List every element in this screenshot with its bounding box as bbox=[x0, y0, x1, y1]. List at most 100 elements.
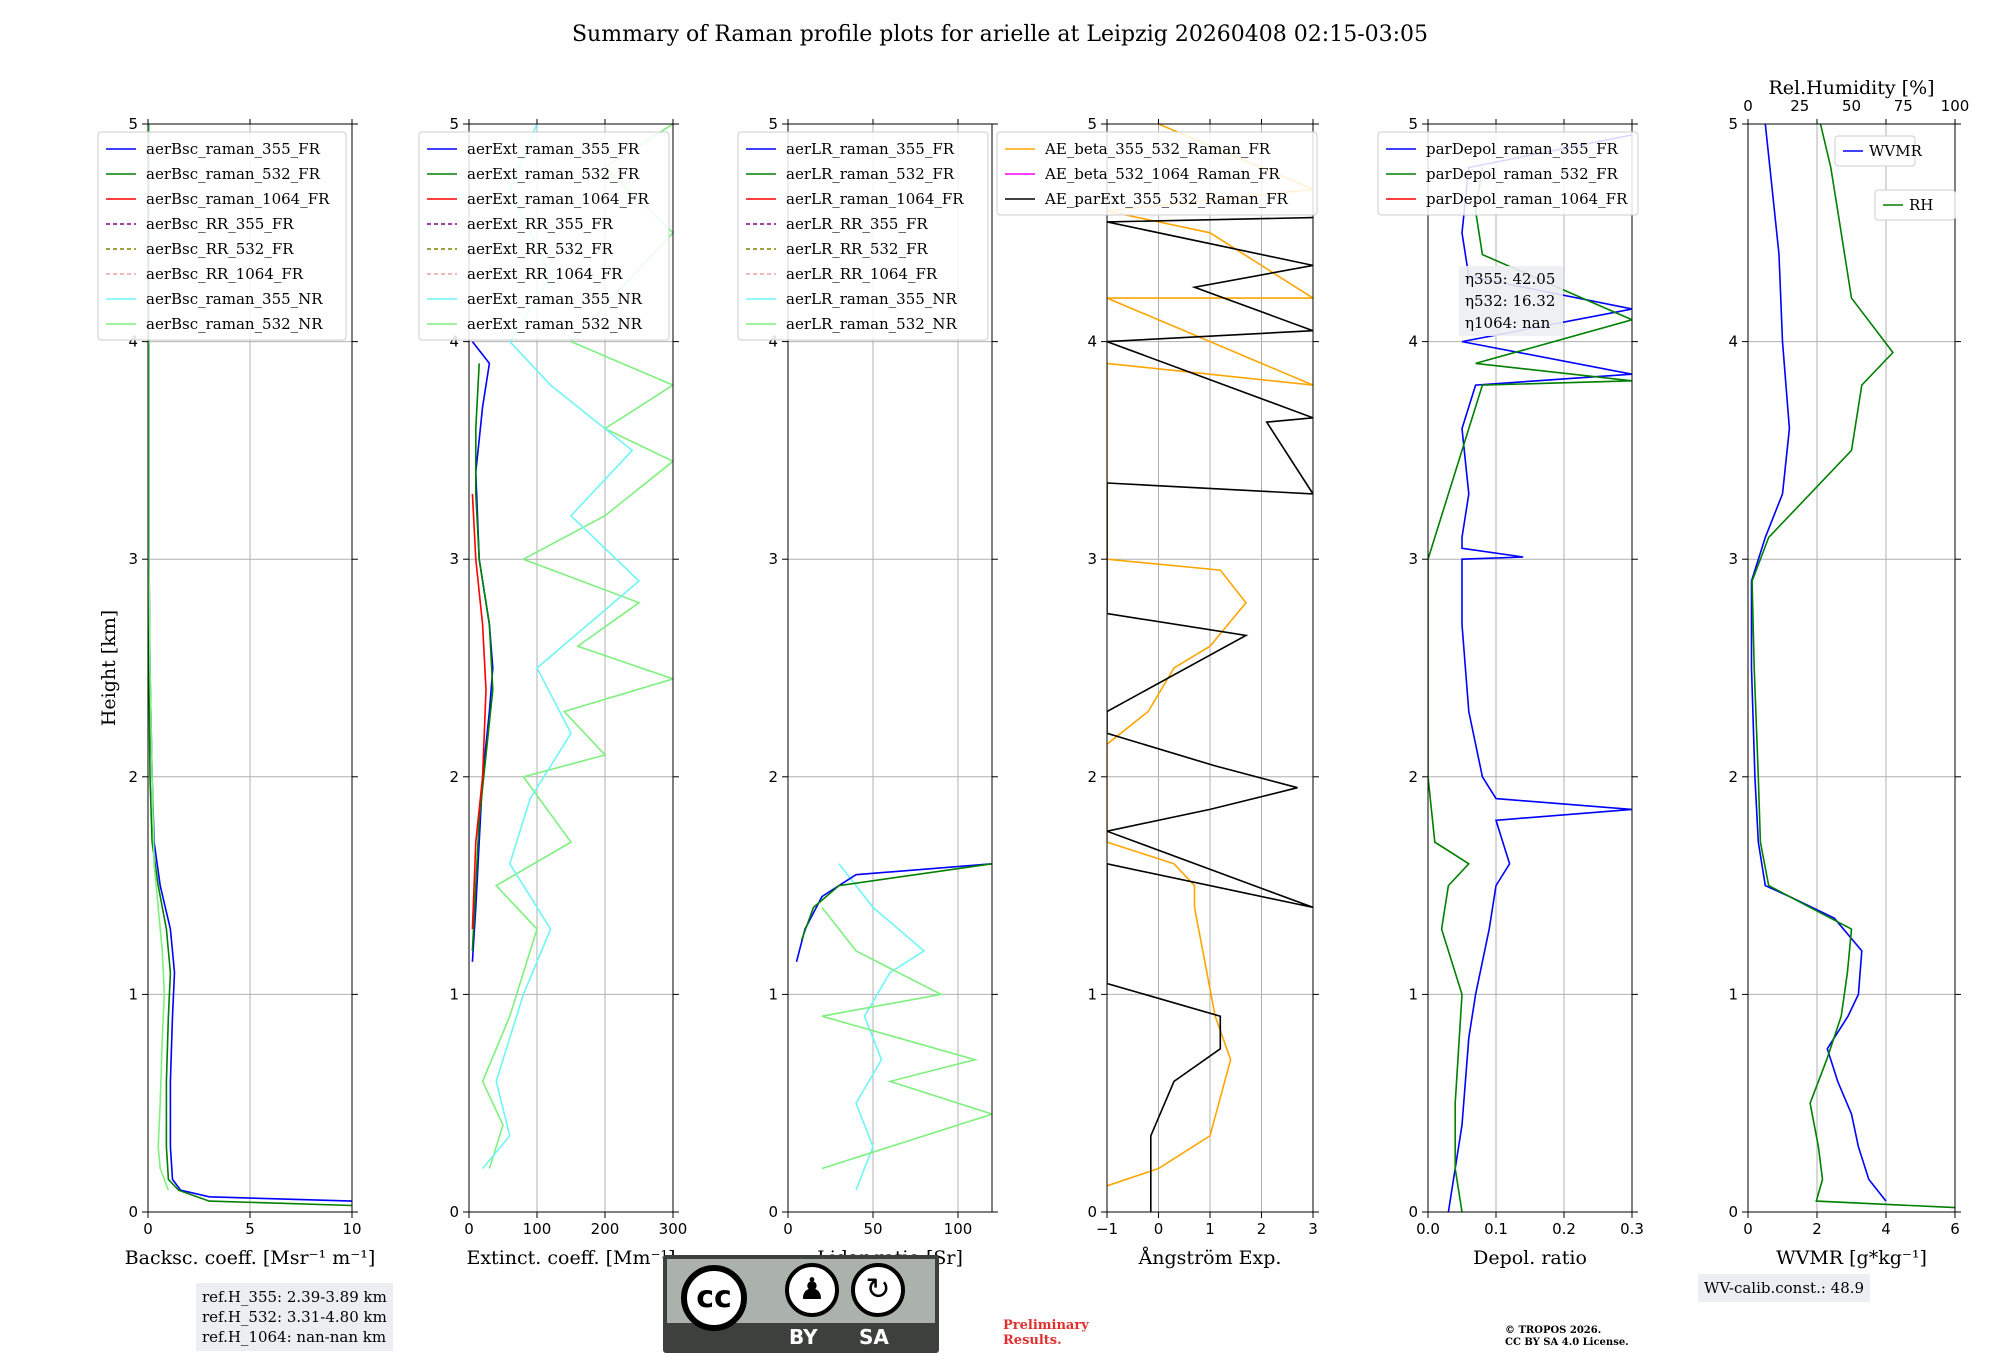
y-tick-label: 0 bbox=[449, 1203, 459, 1221]
legend-label-AE_beta_355_532_Raman_FR: AE_beta_355_532_Raman_FR bbox=[1044, 140, 1271, 158]
series-line-aerBsc_raman_532_NR bbox=[148, 124, 170, 1191]
x-tick-label: 0.1 bbox=[1484, 1220, 1508, 1238]
y-tick-label: 1 bbox=[1408, 985, 1418, 1003]
y-tick-label: 5 bbox=[128, 115, 138, 133]
y-tick-label: 5 bbox=[1728, 115, 1738, 133]
preliminary-line-2: Results. bbox=[1003, 1333, 1062, 1348]
chart-panel-2: 0 100 200 300 0 1 2 3 4 5 Extinct. coeff. [Mm⁻¹] ae… bbox=[418, 115, 688, 1269]
legend-box bbox=[996, 131, 1318, 216]
y-tick-label: 2 bbox=[1408, 768, 1418, 786]
legend-label-aerBsc_RR_1064_FR: aerBsc_RR_1064_FR bbox=[146, 265, 304, 283]
x-tick-label: 0 bbox=[1743, 1220, 1753, 1238]
cc-license-badge: cc ♟ ↻ BY SA bbox=[663, 1255, 939, 1353]
legend-label-aerExt_RR_1064_FR: aerExt_RR_1064_FR bbox=[467, 265, 623, 283]
chart-panel-6: 0 2 4 6 0 1 2 3 4 5 WVMR [g*kg⁻¹] 0 25 50 75 100 Rel.Hum… bbox=[1728, 77, 1969, 1269]
y-tick-label: 3 bbox=[1408, 550, 1418, 568]
x-tick-label: 10 bbox=[342, 1220, 361, 1238]
y-tick-label: 3 bbox=[768, 550, 778, 568]
legend-label-AE_parExt_355_532_Raman_FR: AE_parExt_355_532_Raman_FR bbox=[1044, 190, 1289, 208]
legend-label-aerLR_raman_1064_FR: aerLR_raman_1064_FR bbox=[786, 190, 964, 208]
legend-label-aerLR_RR_532_FR: aerLR_RR_532_FR bbox=[786, 240, 928, 258]
x-axis-label: Extinct. coeff. [Mm⁻¹] bbox=[466, 1247, 675, 1269]
x-tick-label: 4 bbox=[1881, 1220, 1891, 1238]
legend-box bbox=[737, 131, 989, 341]
legend-label-parDepol_raman_532_FR: parDepol_raman_532_FR bbox=[1426, 165, 1619, 183]
reference-height-box: ref.H_355: 2.39-3.89 km ref.H_532: 3.31-… bbox=[196, 1283, 393, 1351]
x-axis-label: Depol. ratio bbox=[1473, 1247, 1587, 1269]
x-tick-label: 200 bbox=[591, 1220, 620, 1238]
legend-label-aerExt_raman_532_FR: aerExt_raman_532_FR bbox=[467, 165, 640, 183]
x-tick-label: 100 bbox=[523, 1220, 552, 1238]
legend-label-WVMR: WVMR bbox=[1869, 142, 1923, 160]
y-tick-label: 4 bbox=[449, 333, 459, 351]
legend-label-aerExt_raman_532_NR: aerExt_raman_532_NR bbox=[467, 315, 643, 333]
legend-label-aerLR_raman_532_NR: aerLR_raman_532_NR bbox=[786, 315, 957, 333]
x-tick-label: 0 bbox=[783, 1220, 793, 1238]
axes-frame bbox=[787, 123, 993, 1213]
legend-label-aerExt_raman_1064_FR: aerExt_raman_1064_FR bbox=[467, 190, 649, 208]
chart-panel-1: 0 5 10 0 1 2 3 4 5 Backsc. coeff. [Msr⁻¹ m⁻¹] Heig… bbox=[97, 115, 376, 1269]
legend-label-aerBsc_raman_532_NR: aerBsc_raman_532_NR bbox=[146, 315, 323, 333]
preliminary-results-note: Preliminary Results. bbox=[1003, 1318, 1113, 1348]
series-line-aerLR_raman_532_NR bbox=[821, 906, 992, 1170]
x-tick-label: 6 bbox=[1950, 1220, 1960, 1238]
y-tick-label: 5 bbox=[1087, 115, 1097, 133]
y-tick-label: 4 bbox=[768, 333, 778, 351]
legend-label-RH: RH bbox=[1909, 196, 1933, 214]
legend-label-AE_beta_532_1064_Raman_FR: AE_beta_532_1064_Raman_FR bbox=[1044, 165, 1280, 183]
wv-calib-const: WV-calib.const.: 48.9 bbox=[1704, 1279, 1865, 1297]
eta-label-0: η355: 42.05 bbox=[1465, 270, 1555, 288]
y-tick-label: 0 bbox=[768, 1203, 778, 1221]
y-tick-label: 1 bbox=[1087, 985, 1097, 1003]
ref-height-355: ref.H_355: 2.39-3.89 km bbox=[202, 1288, 387, 1306]
series-line-parDepol_raman_532_FR bbox=[1428, 167, 1632, 1212]
share-alike-icon: ↻ bbox=[851, 1263, 905, 1317]
y-tick-label: 5 bbox=[768, 115, 778, 133]
y-tick-label: 3 bbox=[1728, 550, 1738, 568]
legend-box bbox=[1377, 131, 1639, 216]
legend-label-aerBsc_raman_355_FR: aerBsc_raman_355_FR bbox=[146, 140, 321, 158]
cc-by-label: BY bbox=[789, 1325, 818, 1349]
series-line-aerExt_raman_532_FR bbox=[471, 363, 494, 951]
series-line-aerExt_raman_532_NR bbox=[481, 124, 673, 1169]
y-tick-label: 1 bbox=[768, 985, 778, 1003]
y-tick-label: 2 bbox=[1087, 768, 1097, 786]
legend-label-aerExt_raman_355_NR: aerExt_raman_355_NR bbox=[467, 290, 643, 308]
y-tick-label: 1 bbox=[449, 985, 459, 1003]
x-tick-label: 0.2 bbox=[1552, 1220, 1576, 1238]
top-x-axis-label: Rel.Humidity [%] bbox=[1768, 77, 1934, 99]
top-x-tick-label: 75 bbox=[1894, 97, 1913, 115]
figure-title: Summary of Raman profile plots for ariel… bbox=[571, 22, 1429, 47]
y-axis-label: Height [km] bbox=[98, 610, 120, 726]
y-tick-label: 0 bbox=[1728, 1203, 1738, 1221]
axes-frame bbox=[1747, 123, 1956, 1213]
y-tick-label: 0 bbox=[1087, 1203, 1097, 1221]
legend-label-aerExt_RR_532_FR: aerExt_RR_532_FR bbox=[467, 240, 614, 258]
cc-badge-top: cc ♟ ↻ bbox=[667, 1259, 935, 1331]
y-tick-label: 2 bbox=[1728, 768, 1738, 786]
eta-box bbox=[1459, 266, 1563, 336]
legend-label-aerBsc_raman_532_FR: aerBsc_raman_532_FR bbox=[146, 165, 321, 183]
series-line-aerExt_raman_1064_FR bbox=[471, 493, 487, 930]
axes-frame bbox=[468, 123, 674, 1213]
series-line-WVMR bbox=[1750, 124, 1887, 1202]
copyright-note: © TROPOS 2026. CC BY SA 4.0 License. bbox=[1505, 1325, 1705, 1349]
legend-box bbox=[97, 131, 347, 341]
y-tick-label: 4 bbox=[1087, 333, 1097, 351]
series-line-AE_beta_355_532_Raman_FR bbox=[1107, 124, 1313, 1187]
legend-label-aerBsc_RR_532_FR: aerBsc_RR_532_FR bbox=[146, 240, 294, 258]
y-tick-label: 2 bbox=[768, 768, 778, 786]
legend-label-parDepol_raman_355_FR: parDepol_raman_355_FR bbox=[1426, 140, 1619, 158]
series-line-aerLR_raman_532_FR bbox=[800, 863, 992, 941]
eta-label-2: η1064: nan bbox=[1465, 314, 1551, 332]
x-axis-label: Backsc. coeff. [Msr⁻¹ m⁻¹] bbox=[125, 1247, 376, 1269]
top-x-tick-label: 0 bbox=[1743, 97, 1753, 115]
attribution-person-icon: ♟ bbox=[785, 1263, 839, 1317]
axes-frame bbox=[1427, 123, 1633, 1213]
x-tick-label: 100 bbox=[944, 1220, 973, 1238]
legend-label-aerBsc_raman_1064_FR: aerBsc_raman_1064_FR bbox=[146, 190, 330, 208]
x-tick-label: 300 bbox=[659, 1220, 688, 1238]
x-tick-label: 0 bbox=[464, 1220, 474, 1238]
